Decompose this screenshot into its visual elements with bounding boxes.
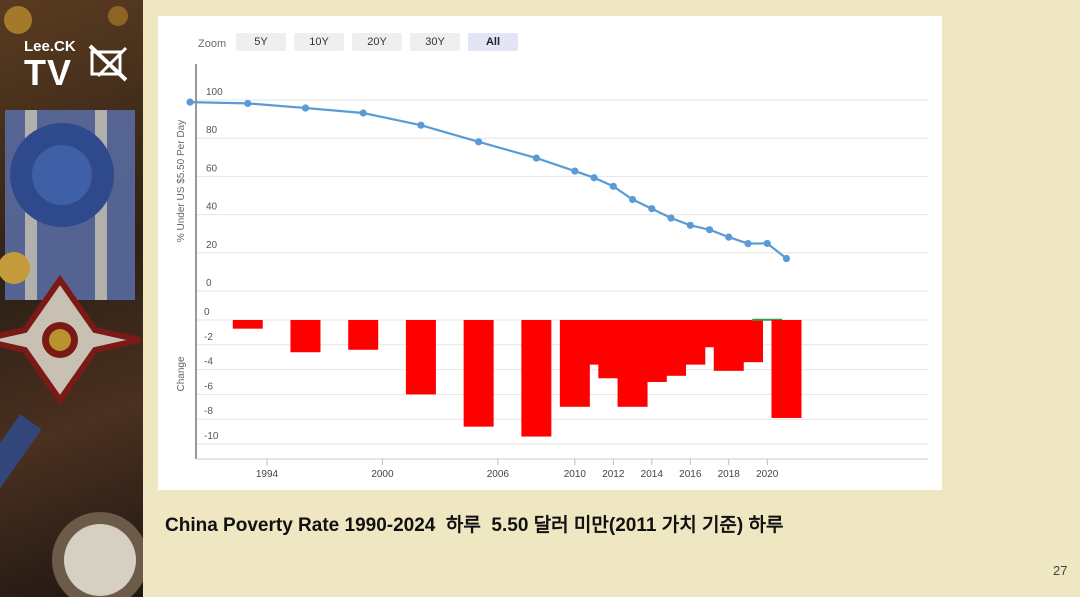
logo-small-text: Lee.CK	[24, 38, 76, 55]
bar-y-tick-label: -6	[204, 381, 213, 392]
data-point	[686, 221, 694, 229]
poverty-line	[189, 101, 788, 260]
data-point	[705, 226, 714, 234]
change-bar	[290, 320, 321, 353]
bar-y-tick-label: -4	[204, 357, 213, 368]
x-tick-label: 2016	[679, 469, 702, 480]
line-y-tick-label: 80	[206, 125, 218, 136]
change-bar	[463, 320, 494, 427]
change-bar	[348, 320, 379, 350]
logo-big-text: TV	[24, 52, 73, 93]
data-point	[590, 174, 598, 182]
change-bar	[521, 320, 552, 437]
zoom-5y-button[interactable]: 5Y	[236, 33, 286, 51]
data-point	[301, 104, 310, 112]
data-point	[359, 109, 367, 117]
line-y-tick-label: 0	[206, 278, 212, 289]
bar-chart-grid: 0 -2 -4 -6 -8 -10	[196, 307, 928, 445]
slide-caption: China Poverty Rate 1990-2024 하루 5.50 달러 …	[165, 515, 784, 536]
x-tick-label: 2018	[718, 469, 741, 480]
decorative-medals-panel: Lee.CK TV	[0, 0, 143, 597]
line-y-tick-label: 100	[206, 87, 223, 98]
line-y-tick-label: 60	[206, 163, 218, 174]
change-bar	[733, 320, 763, 363]
bar-y-tick-label: -2	[204, 332, 213, 343]
bar-y-tick-label: -8	[204, 406, 213, 417]
medals-illustration	[0, 6, 143, 597]
bar-y-axis-label: Change	[176, 356, 187, 391]
data-point	[744, 240, 752, 248]
line-chart-grid: 0 20 40 60 80 100	[196, 87, 928, 292]
page-number: 27	[1053, 563, 1068, 578]
bar-y-tick-label: 0	[204, 307, 210, 318]
data-point	[648, 205, 656, 213]
book-plane-icon	[88, 44, 128, 82]
change-bar	[771, 320, 802, 418]
poverty-points	[186, 98, 791, 263]
bar-y-tick-label: -10	[204, 431, 219, 442]
data-point	[571, 167, 579, 175]
data-point	[532, 154, 540, 162]
data-point	[475, 138, 483, 146]
line-y-tick-label: 20	[206, 240, 218, 251]
zoom-30y-button[interactable]: 30Y	[410, 33, 460, 51]
change-bar	[405, 320, 436, 395]
data-point	[725, 233, 733, 241]
data-point	[417, 121, 425, 129]
change-bars	[232, 318, 802, 437]
zoom-10y-button[interactable]: 10Y	[294, 33, 344, 51]
zoom-20y-button[interactable]: 20Y	[352, 33, 402, 51]
data-point	[667, 214, 675, 222]
poverty-chart: 0 20 40 60 80 100 0 -2 -4 -6 -8 -10 % Under US $5.…	[176, 64, 928, 480]
change-bar	[232, 320, 263, 329]
x-tick-label: 2020	[756, 469, 779, 480]
x-tick-labels: 1994 2000 2006 2010 2012 2014 2016 2018 2020	[256, 459, 779, 480]
data-point	[244, 99, 252, 108]
x-tick-label: 2014	[641, 469, 664, 480]
data-point	[628, 195, 637, 204]
x-tick-label: 2010	[564, 469, 587, 480]
change-bar	[752, 318, 783, 321]
x-tick-label: 2006	[487, 469, 510, 480]
line-y-tick-label: 40	[206, 202, 218, 213]
zoom-all-button[interactable]: All	[468, 33, 518, 51]
zoom-label: Zoom	[198, 38, 227, 50]
data-point	[609, 182, 617, 190]
data-point	[186, 98, 194, 106]
data-point	[782, 254, 791, 263]
x-tick-label: 2012	[602, 469, 625, 480]
data-point	[763, 239, 771, 248]
x-tick-label: 1994	[256, 469, 279, 480]
line-y-axis-label: % Under US $5.50 Per Day	[176, 120, 187, 242]
x-tick-label: 2000	[371, 469, 394, 480]
chart-card: Zoom 5Y 10Y 20Y 30Y All 0 20 40 60 80 100 0 -2…	[158, 16, 942, 490]
channel-logo: Lee.CK TV	[8, 30, 128, 100]
